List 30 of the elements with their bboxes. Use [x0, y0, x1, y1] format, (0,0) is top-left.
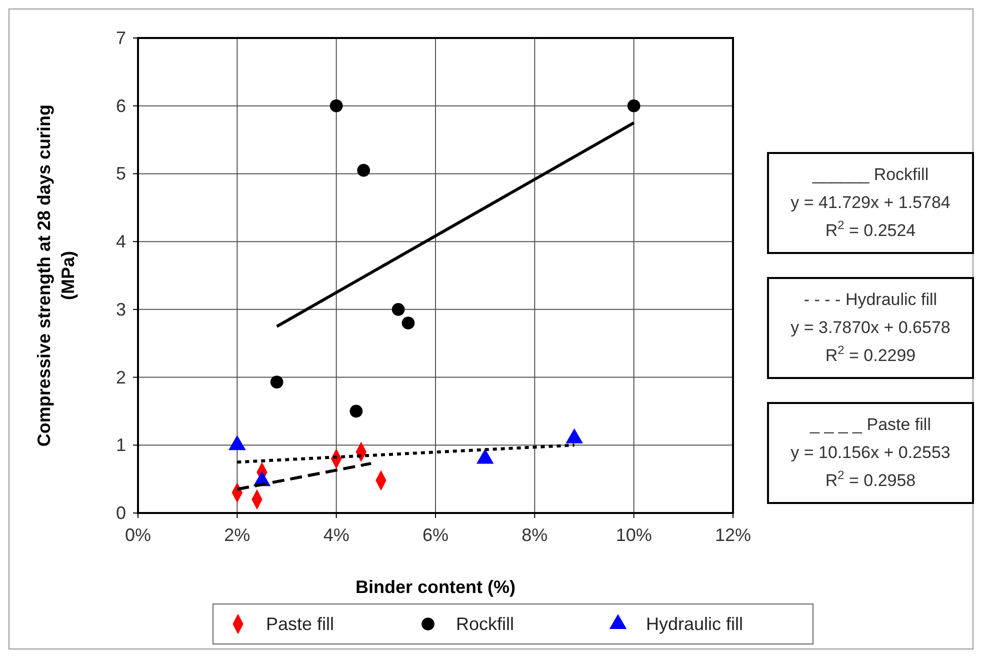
- y-tick-label: 2: [116, 367, 126, 388]
- y-tick-label: 4: [116, 232, 126, 252]
- point: [357, 164, 370, 177]
- y-tick-label: 0: [116, 503, 126, 523]
- y-tick-label: 5: [116, 164, 126, 184]
- x-tick-label: 0%: [124, 525, 152, 545]
- x-tick-label: 12%: [714, 525, 752, 545]
- y-axis-title: Compressive strength at 28 days curing (MPa): [34, 104, 78, 447]
- y-tick-label: 7: [116, 28, 126, 48]
- text: _ _ _ _ Paste fill y = 10.156x + 0.2553 R$^{2}$ = 0.2958: [790, 415, 950, 490]
- y-tick-label: 6: [116, 96, 126, 116]
- text: - - - - Hydraulic fill y = 3.7870x + 0.6578 R$^{2}$ = 0.2299: [790, 290, 950, 365]
- point: [627, 99, 640, 112]
- point: [330, 99, 343, 112]
- point: [350, 404, 363, 418]
- x-tick-label: 10%: [616, 525, 652, 545]
- point: [270, 376, 284, 388]
- legend-label: Hydraulic fill: [646, 614, 744, 634]
- x-tick-label: 8%: [522, 525, 548, 545]
- legend-label: Rockfill: [456, 614, 514, 634]
- x-tick-label: 4%: [323, 525, 350, 545]
- x-tick-label: 6%: [422, 525, 449, 545]
- text: ______ Rockfill y = 41.729x + 1.5784 R$^{2}$ = 0.2524: [790, 165, 950, 240]
- x-axis-title: Binder content (%): [356, 577, 516, 597]
- y-tick-label: 1: [116, 435, 126, 456]
- x-tick-label: 2%: [224, 525, 250, 545]
- legend-label: Paste fill: [266, 614, 334, 634]
- y-tick-label: 3: [116, 299, 126, 320]
- point: [402, 316, 415, 330]
- point: [392, 303, 405, 316]
